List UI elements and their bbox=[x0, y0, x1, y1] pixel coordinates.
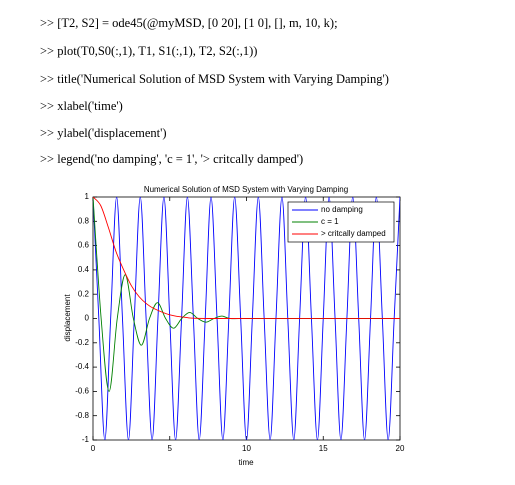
code-line: >> plot(T0,S0(:,1), T1, S1(:,1), T2, S2(… bbox=[40, 44, 258, 58]
x-tick-label: 10 bbox=[242, 444, 251, 453]
code-line: >> ylabel('displacement') bbox=[40, 126, 167, 140]
legend-label: c = 1 bbox=[321, 217, 339, 226]
chart: Numerical Solution of MSD System with Va… bbox=[63, 185, 405, 467]
x-axis-label: time bbox=[238, 458, 254, 467]
y-tick-label: 0.6 bbox=[78, 241, 90, 250]
y-tick-label: 0.2 bbox=[78, 289, 90, 298]
series-line bbox=[93, 197, 400, 320]
legend-label: > critcally damped bbox=[321, 229, 386, 238]
code-line: >> legend('no damping', 'c = 1', '> crit… bbox=[40, 152, 304, 166]
y-tick-label: 0 bbox=[85, 314, 90, 323]
series-line bbox=[93, 197, 400, 440]
legend-label: no damping bbox=[321, 205, 363, 214]
x-tick-label: 15 bbox=[319, 444, 328, 453]
y-tick-label: 0.8 bbox=[78, 216, 90, 225]
y-tick-label: -1 bbox=[82, 435, 90, 444]
x-tick-label: 20 bbox=[396, 444, 405, 453]
y-tick-label: -0.4 bbox=[75, 362, 89, 371]
y-tick-label: 1 bbox=[85, 192, 90, 201]
y-tick-label: -0.6 bbox=[75, 387, 89, 396]
y-axis-label: displacement bbox=[63, 294, 72, 342]
code-line: >> title('Numerical Solution of MSD Syst… bbox=[40, 72, 389, 86]
y-tick-label: -0.8 bbox=[75, 411, 89, 420]
code-line: >> [T2, S2] = ode45(@myMSD, [0 20], [1 0… bbox=[40, 16, 338, 30]
plot-area bbox=[93, 197, 400, 440]
x-tick-label: 5 bbox=[168, 444, 173, 453]
y-tick-label: -0.2 bbox=[75, 338, 89, 347]
chart-title: Numerical Solution of MSD System with Va… bbox=[144, 185, 348, 194]
code-line: >> xlabel('time') bbox=[40, 99, 123, 113]
x-tick-label: 0 bbox=[91, 444, 96, 453]
y-tick-label: 0.4 bbox=[78, 265, 90, 274]
